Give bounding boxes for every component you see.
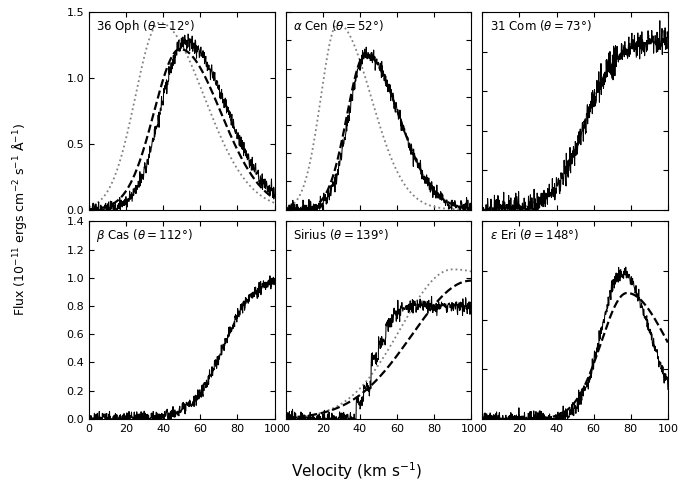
- Text: 31 Com ($\theta=73°$): 31 Com ($\theta=73°$): [490, 18, 592, 33]
- Text: Velocity (km s$^{-1}$): Velocity (km s$^{-1}$): [290, 460, 422, 482]
- Text: Sirius ($\theta=139°$): Sirius ($\theta=139°$): [293, 227, 389, 243]
- Text: Flux (10$^{-11}$ ergs cm$^{-2}$ s$^{-1}$ Å$^{-1}$): Flux (10$^{-11}$ ergs cm$^{-2}$ s$^{-1}$…: [10, 123, 29, 316]
- Text: $\epsilon$ Eri ($\theta=148°$): $\epsilon$ Eri ($\theta=148°$): [490, 227, 580, 243]
- Text: 36 Oph ($\theta=12°$): 36 Oph ($\theta=12°$): [97, 18, 196, 35]
- Text: $\beta$ Cas ($\theta=112°$): $\beta$ Cas ($\theta=112°$): [97, 227, 193, 244]
- Text: $\alpha$ Cen ($\theta=52°$): $\alpha$ Cen ($\theta=52°$): [293, 18, 384, 33]
